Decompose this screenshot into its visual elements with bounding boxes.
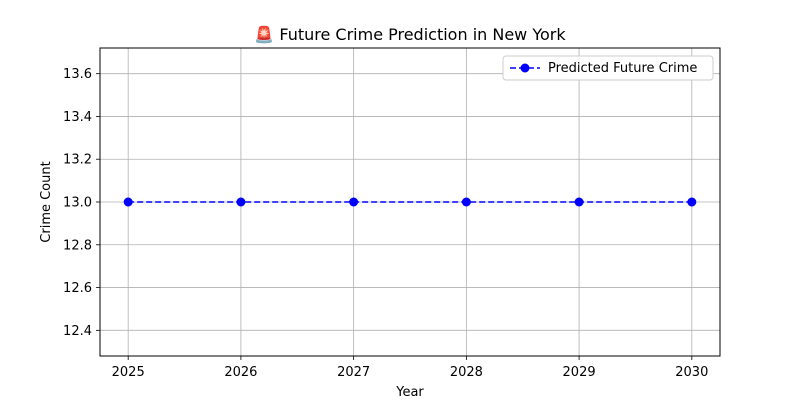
x-tick-label: 2026 bbox=[224, 365, 257, 380]
y-tick-label: 13.4 bbox=[63, 110, 92, 125]
data-point bbox=[349, 197, 359, 207]
data-point bbox=[687, 197, 697, 207]
legend-marker-sample bbox=[520, 63, 530, 73]
y-tick-label: 13.0 bbox=[63, 196, 92, 211]
x-tick-label: 2028 bbox=[450, 365, 483, 380]
legend-box bbox=[502, 55, 714, 81]
y-tick-label: 12.8 bbox=[63, 238, 92, 253]
x-tick-label: 2029 bbox=[563, 365, 596, 380]
x-axis: 2025 2026 2027 2028 2029 2030 bbox=[112, 356, 708, 380]
y-tick-label: 12.4 bbox=[63, 324, 92, 339]
legend-label: Predicted Future Crime bbox=[548, 61, 697, 76]
y-tick-label: 13.2 bbox=[63, 153, 92, 168]
data-point bbox=[236, 197, 246, 207]
plot-area-frame bbox=[99, 47, 721, 357]
y-tick-label: 12.6 bbox=[63, 281, 92, 296]
y-axis: 12.4 12.6 12.8 13.0 13.2 13.4 13.6 bbox=[63, 67, 100, 339]
x-tick-label: 2025 bbox=[112, 365, 145, 380]
chart-title: 🚨 Future Crime Prediction in New York bbox=[254, 25, 566, 44]
data-point bbox=[461, 197, 471, 207]
y-tick-label: 13.6 bbox=[63, 67, 92, 82]
x-tick-label: 2030 bbox=[675, 365, 708, 380]
data-point bbox=[123, 197, 133, 207]
x-axis-title: Year bbox=[395, 385, 424, 400]
series-group bbox=[123, 197, 697, 207]
legend: Predicted Future Crime bbox=[502, 55, 714, 81]
data-point bbox=[574, 197, 584, 207]
x-tick-label: 2027 bbox=[337, 365, 370, 380]
y-axis-title: Crime Count bbox=[39, 161, 54, 242]
